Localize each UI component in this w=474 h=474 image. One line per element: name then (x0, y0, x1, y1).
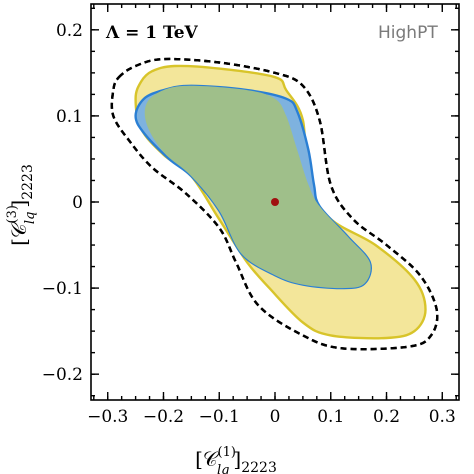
y-axis-title: [𝒞(3) lq]2223 (5, 164, 38, 246)
y-axis-title-base: [𝒞 (7, 221, 31, 246)
x-tick-label: 0.1 (317, 407, 344, 427)
x-axis-title: [𝒞(1) lq]2223 (195, 445, 277, 474)
y-axis-title-sub: lq (23, 212, 38, 224)
y-tick-label: −0.1 (42, 279, 83, 299)
x-tick-label: 0.3 (429, 407, 456, 427)
x-tick-label: −0.1 (199, 407, 240, 427)
y-tick-label: 0 (72, 193, 83, 213)
dashed-contour-outline (110, 57, 439, 351)
y-axis-ticks: −0.2 −0.1 0 0.1 0.2 (42, 7, 459, 397)
y-axis-title-index: 2223 (20, 164, 36, 200)
x-axis-title-sub: lq (217, 463, 229, 474)
y-tick-label: 0.1 (56, 107, 83, 127)
x-tick-label: −0.2 (143, 407, 184, 427)
x-axis-title-bracket: ] (233, 447, 241, 471)
overlap-region (144, 85, 371, 289)
y-tick-label: 0.2 (56, 21, 83, 41)
x-axis-title-index: 2223 (241, 460, 277, 474)
confidence-regions (110, 57, 439, 351)
best-fit-point (271, 198, 279, 206)
x-axis-title-base: [𝒞 (195, 447, 220, 471)
x-axis-ticks: −0.3 −0.2 −0.1 0 0.1 0.2 0.3 (87, 4, 457, 427)
y-tick-label: −0.2 (42, 365, 83, 385)
x-axis-title-sup: (1) (218, 445, 236, 460)
x-tick-label: 0 (270, 407, 281, 427)
y-axis-title-bracket: ] (7, 200, 31, 208)
scale-annotation: Λ = 1 TeV (105, 23, 199, 43)
y-axis-title-sup: (3) (5, 205, 20, 223)
x-tick-label: 0.2 (373, 407, 400, 427)
brand-label: HighPT (378, 23, 438, 43)
x-tick-label: −0.3 (87, 407, 128, 427)
